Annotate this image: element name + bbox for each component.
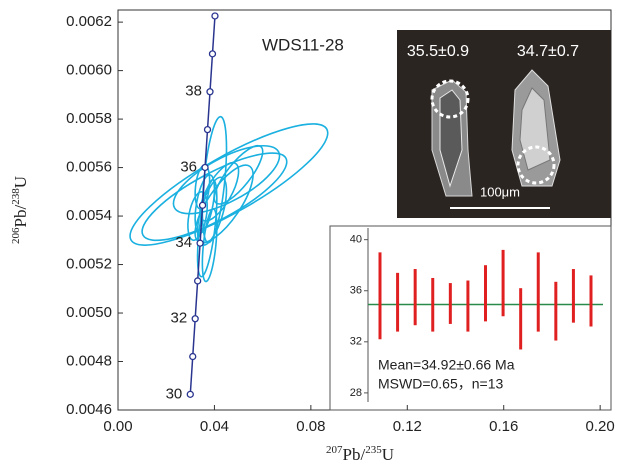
x-tick-label: 0.20 bbox=[586, 418, 615, 435]
plot-area bbox=[129, 12, 329, 398]
y-tick-label: 36 bbox=[350, 285, 362, 297]
spot-age: 35.5±0.9 bbox=[407, 43, 469, 60]
error-ellipse bbox=[129, 123, 329, 246]
label-text: Pb/ bbox=[11, 205, 30, 228]
error-ellipse bbox=[172, 144, 281, 215]
age-marker bbox=[193, 277, 202, 285]
x-tick-label: 0.12 bbox=[393, 418, 422, 435]
age-label: 30 bbox=[166, 385, 183, 402]
inset-frame bbox=[329, 225, 612, 411]
age-marker bbox=[186, 390, 194, 398]
y-tick-label: 0.0046 bbox=[66, 401, 112, 418]
y-tick-label: 28 bbox=[350, 387, 362, 399]
error-ellipse bbox=[199, 161, 240, 222]
sample-name: WDS11-28 bbox=[262, 35, 344, 54]
age-label: 36 bbox=[180, 158, 197, 175]
scale-bar-label: 100μm bbox=[480, 184, 520, 199]
age-marker bbox=[198, 201, 207, 209]
label-text: Pb/ bbox=[343, 445, 366, 464]
label-superscript: 235 bbox=[365, 444, 382, 456]
y-tick-label: 0.0062 bbox=[66, 13, 112, 30]
annotation: MSWD=0.65，n=13 bbox=[378, 376, 503, 392]
y-tick-label: 0.0056 bbox=[66, 159, 112, 176]
y-tick-label: 0.0050 bbox=[66, 304, 112, 321]
y-tick-label: 32 bbox=[350, 336, 362, 348]
age-label: 38 bbox=[185, 83, 202, 100]
label-superscript: 207 bbox=[326, 444, 343, 456]
age-label: 32 bbox=[171, 310, 188, 327]
label-text: U bbox=[11, 176, 30, 188]
age-marker bbox=[189, 352, 197, 361]
y-tick-label: 0.0048 bbox=[66, 352, 112, 369]
error-ellipse bbox=[141, 152, 288, 242]
label-superscript: 238 bbox=[10, 188, 22, 205]
x-tick-label: 0.08 bbox=[296, 418, 325, 435]
inset-chart: 28 32 36 40 bbox=[350, 228, 603, 402]
y-axis-label: 206Pb/238U bbox=[10, 176, 30, 244]
age-marker bbox=[191, 315, 199, 323]
x-tick-label: 0.16 bbox=[489, 418, 518, 435]
age-marker bbox=[206, 88, 214, 96]
age-marker bbox=[196, 239, 204, 247]
x-axis-label: 207Pb/235U bbox=[326, 444, 394, 464]
y-tick-label: 0.0052 bbox=[66, 256, 112, 273]
y-tick-label: 40 bbox=[350, 234, 362, 246]
x-tick-label: 0.00 bbox=[103, 418, 132, 435]
age-marker bbox=[211, 12, 219, 20]
error-ellipse bbox=[213, 144, 264, 205]
y-tick-label: 0.0058 bbox=[66, 110, 112, 127]
cl-image bbox=[397, 30, 611, 218]
label-superscript: 206 bbox=[10, 227, 22, 244]
x-tick-label: 0.04 bbox=[200, 418, 229, 435]
y-tick-label: 0.0054 bbox=[66, 207, 112, 224]
spot-age: 34.7±0.7 bbox=[517, 43, 579, 60]
label-text: U bbox=[382, 445, 394, 464]
y-tick-label: 0.0060 bbox=[66, 62, 112, 79]
age-marker bbox=[208, 50, 217, 58]
age-label: 34 bbox=[175, 234, 192, 251]
annotation: Mean=34.92±0.66 Ma bbox=[378, 357, 515, 373]
age-marker bbox=[203, 125, 212, 134]
age-marker bbox=[201, 163, 209, 172]
error-ellipse bbox=[187, 191, 208, 242]
